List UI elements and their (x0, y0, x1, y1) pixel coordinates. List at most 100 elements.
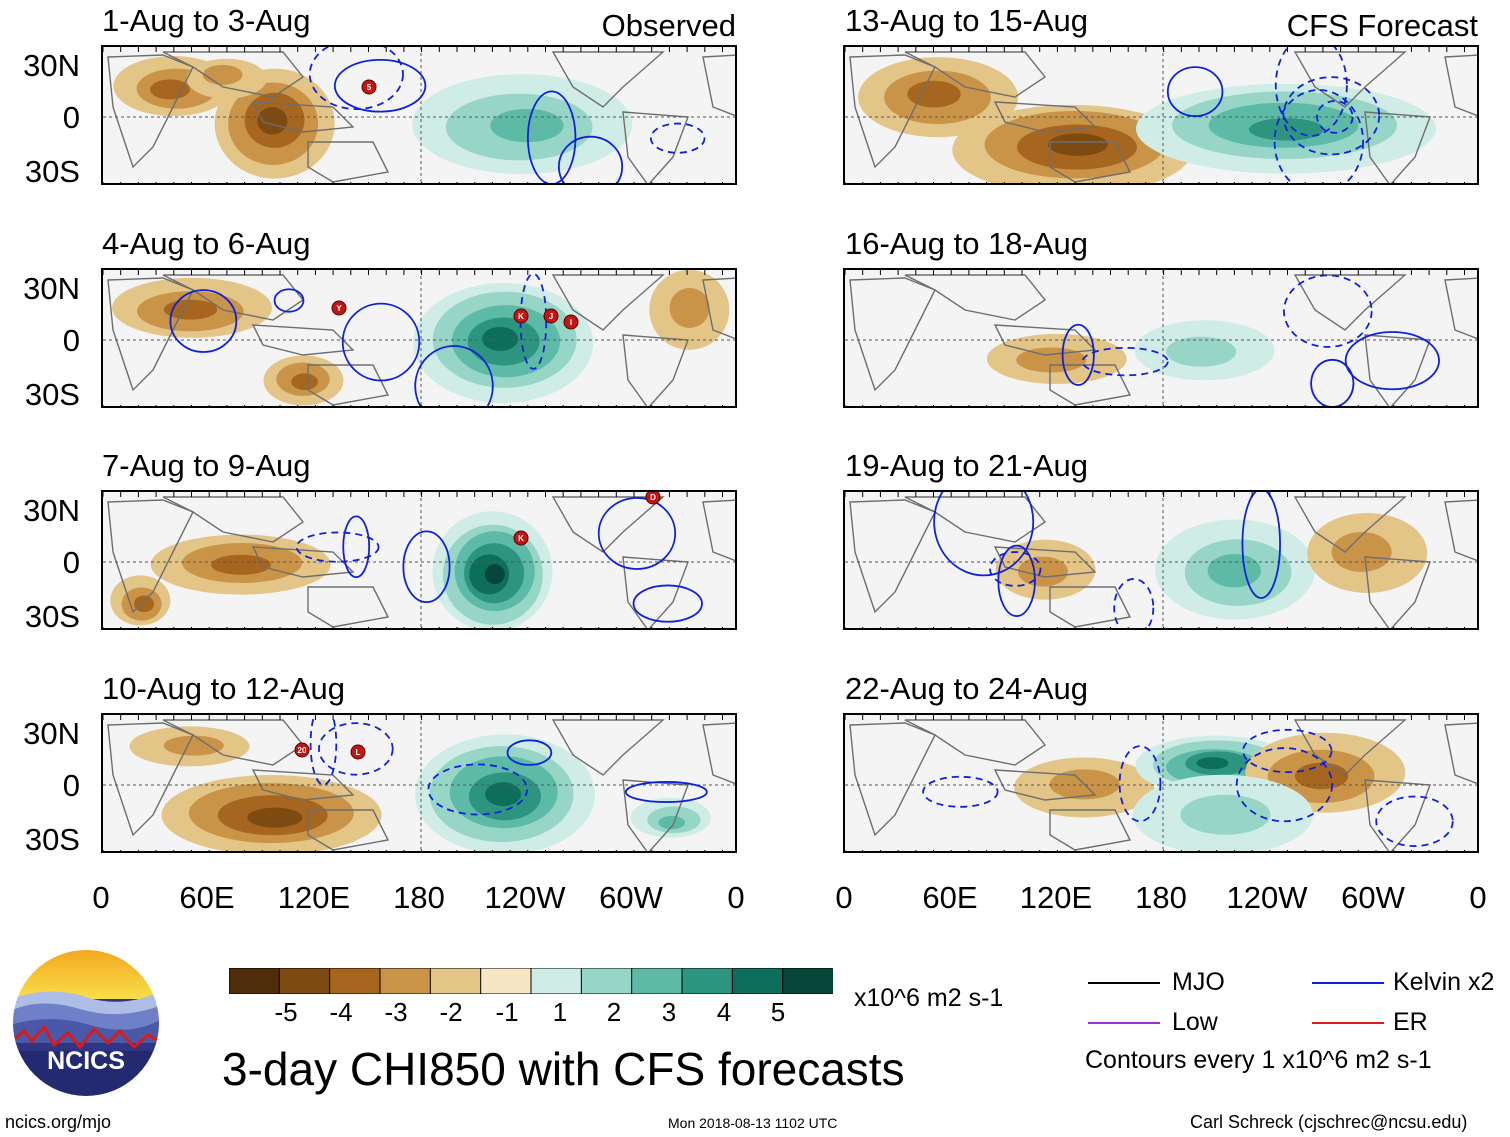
coastline (1049, 141, 1132, 183)
coastline (162, 496, 305, 543)
footer-timestamp: Mon 2018-08-13 1102 UTC (668, 1115, 838, 1131)
wet-anomaly-shading (658, 815, 686, 830)
kelvin-contour (342, 515, 371, 579)
kelvin-contour (295, 531, 380, 563)
cyclone-label: 20 (298, 746, 307, 755)
coastline (251, 769, 355, 801)
kelvin-contour (527, 90, 577, 183)
kelvin-contour (1061, 323, 1095, 386)
wet-anomaly-shading (1180, 794, 1271, 835)
lon-label: 180 (1135, 880, 1187, 915)
kelvin-contour (922, 775, 999, 808)
colorbar-tick: -4 (329, 997, 353, 1027)
forecast-label: CFS Forecast (1286, 8, 1478, 43)
coastline (551, 274, 665, 331)
lon-label: 60W (599, 880, 663, 915)
map-panel-observed-2: Y K J I (101, 268, 737, 408)
kelvin-contour (1166, 66, 1224, 117)
legend-label-mjo: MJO (1172, 968, 1225, 996)
colorbar-swatch (480, 967, 532, 995)
panel-title: 16-Aug to 18-Aug (845, 226, 1089, 261)
lon-label: 180 (393, 880, 445, 915)
kelvin-contour (1316, 100, 1354, 134)
lon-label: 60W (1341, 880, 1405, 915)
kelvin-contour (1118, 745, 1162, 823)
main-title: 3-day CHI850 with CFS forecasts (222, 1043, 905, 1095)
wet-anomaly-shading (490, 108, 564, 143)
coastline (307, 809, 390, 851)
lat-label-eq: 0 (62, 100, 80, 135)
colorbar-swatch (782, 967, 834, 995)
cyclone-icon (543, 308, 559, 324)
coastline (904, 719, 1047, 766)
dry-anomaly-shading (1016, 347, 1087, 373)
panel-title: 19-Aug to 21-Aug (845, 448, 1089, 483)
coastline (551, 51, 665, 108)
lon-label: 0 (92, 880, 110, 915)
lat-label-30n: 30N (23, 271, 80, 306)
colorbar-tick: -5 (274, 997, 298, 1027)
cyclone-label: J (549, 312, 553, 321)
map-panel-observed-1: 5 (101, 45, 737, 185)
cyclone-icon (513, 308, 529, 324)
colorbar-units: x10^6 m2 s-1 (854, 984, 1004, 1012)
map-panel-forecast-4 (843, 713, 1479, 853)
lat-label-30n: 30N (23, 716, 80, 751)
coastline (1293, 719, 1407, 776)
panel-title: 10-Aug to 12-Aug (102, 671, 346, 706)
kelvin-contour (318, 722, 394, 776)
kelvin-contour (273, 288, 305, 313)
coastline (162, 51, 305, 98)
kelvin-contour (624, 781, 708, 803)
legend-label-er: ER (1393, 1008, 1428, 1036)
dry-anomaly-shading (211, 554, 272, 575)
coastline (1444, 277, 1477, 340)
dry-anomaly-shading (133, 595, 154, 613)
coastline (904, 51, 1047, 98)
kelvin-contour (1241, 492, 1281, 599)
cyclone-icon (563, 314, 579, 330)
colorbar-tick: 1 (552, 997, 568, 1027)
lon-label: 60E (179, 880, 235, 915)
coastline (307, 586, 390, 628)
coastline (1444, 499, 1477, 562)
legend-label-kelvin: Kelvin x2 (1393, 968, 1495, 996)
kelvin-contour (1283, 274, 1373, 348)
coastline (1293, 274, 1407, 331)
colorbar-tick: 3 (661, 997, 677, 1027)
kelvin-contour (1235, 747, 1334, 823)
lat-label-30s: 30S (24, 599, 80, 634)
dry-anomaly-shading (1294, 762, 1349, 790)
coastline (551, 719, 665, 776)
wet-anomaly-shading (1207, 554, 1261, 588)
tropical-cyclone-marker: 20 (294, 742, 310, 758)
lon-label: 0 (727, 880, 745, 915)
colorbar-tick: -2 (439, 997, 463, 1027)
coastline (702, 54, 735, 117)
lon-label: 0 (1469, 880, 1487, 915)
kelvin-contour (506, 739, 553, 766)
lat-label-30n: 30N (23, 48, 80, 83)
cyclone-label: Y (336, 304, 342, 313)
lon-label: 120E (1019, 880, 1093, 915)
colorbar-swatch (379, 967, 432, 995)
coastline (904, 274, 1047, 321)
observed-label: Observed (601, 8, 736, 43)
dry-anomaly-shading (1331, 531, 1392, 572)
map-panel-forecast-2 (843, 268, 1479, 408)
tropical-cyclone-marker: D (645, 492, 661, 505)
coastline (251, 546, 355, 578)
coastline (622, 111, 689, 183)
dry-anomaly-shading (907, 80, 961, 108)
wet-anomaly-shading (1166, 336, 1237, 367)
footer-author[interactable]: Carl Schreck (cjschrec@ncsu.edu) (1190, 1112, 1468, 1132)
dry-anomaly-shading (247, 807, 303, 828)
footer-url[interactable]: ncics.org/mjo (5, 1112, 112, 1132)
wet-anomaly-shading (482, 326, 519, 351)
lon-label: 60E (922, 880, 978, 915)
kelvin-contour (1081, 346, 1169, 377)
dry-anomaly-shading (202, 64, 243, 85)
kelvin-contour (1344, 331, 1440, 391)
colorbar-swatch (681, 967, 734, 995)
coastline (993, 769, 1097, 801)
